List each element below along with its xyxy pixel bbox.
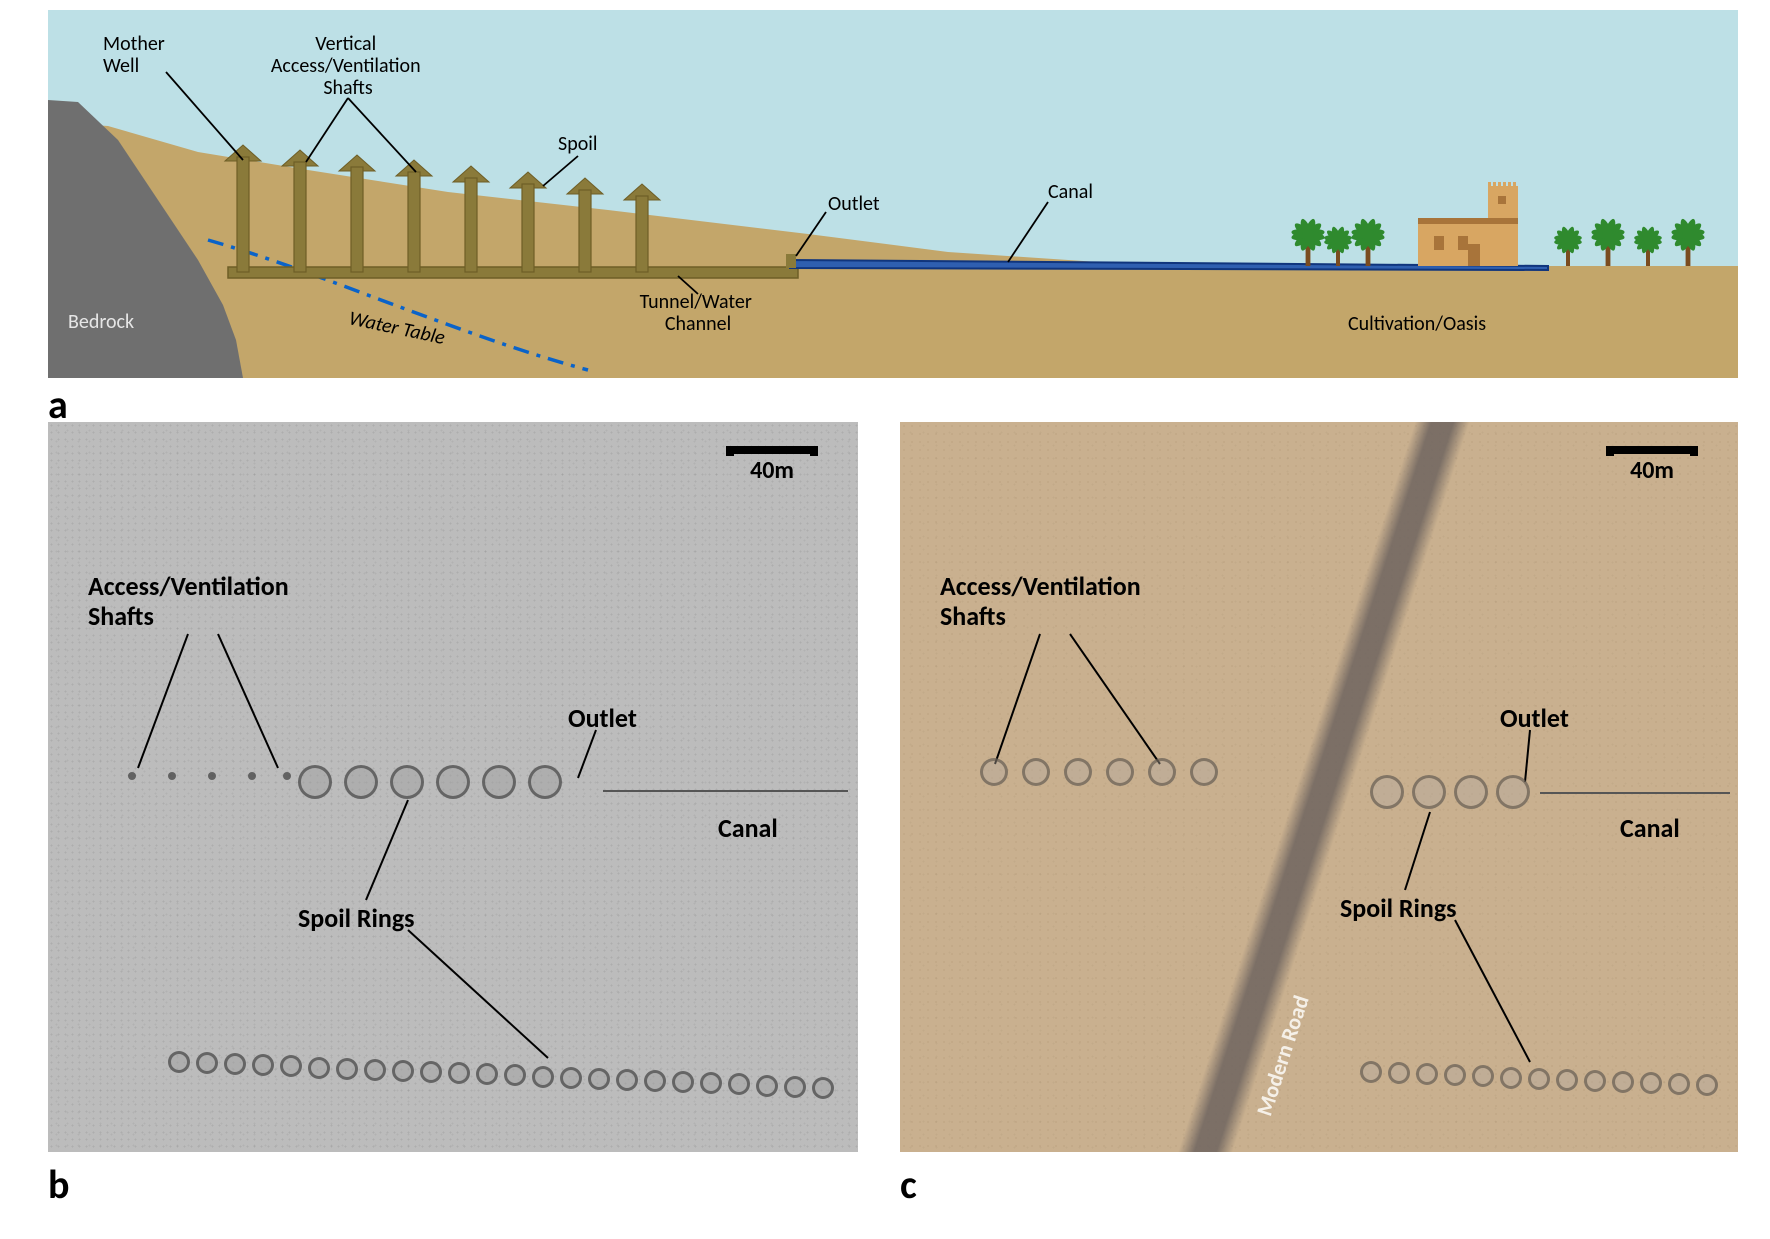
label-bedrock: Bedrock [68, 310, 134, 334]
vertical-shaft [237, 157, 249, 272]
panel-c-letter: c [900, 1160, 917, 1209]
leader [1405, 812, 1430, 890]
spoil-ring [392, 1060, 414, 1082]
shaft-dot [283, 772, 291, 780]
spoil-ring [420, 1061, 442, 1083]
t: Well [103, 54, 139, 78]
spoil-ring [1584, 1070, 1606, 1092]
label-oasis: Cultivation/Oasis [1348, 312, 1486, 336]
shaft-dot [248, 772, 256, 780]
spoil-ring [336, 1058, 358, 1080]
outlet-marker [786, 254, 796, 268]
spoil-ring [308, 1057, 330, 1079]
leader [366, 800, 408, 900]
canal-c [1540, 792, 1730, 794]
spoil-ring [560, 1067, 582, 1089]
t: Vertical [315, 32, 376, 56]
spoil-ring [1190, 758, 1218, 786]
panel-c: 40m Access/Ventilation Shafts Outlet Can… [900, 422, 1738, 1182]
leader [995, 634, 1040, 764]
figure-root: MotherWell Vertical Access/Ventilation S… [0, 0, 1770, 1239]
spoil-ring [616, 1069, 638, 1091]
vertical-shaft [465, 178, 477, 272]
spoil-ring [532, 1066, 554, 1088]
t: Mother [103, 32, 165, 56]
leader [1455, 920, 1530, 1062]
spoil-ring [390, 765, 424, 799]
aerial-c: 40m Access/Ventilation Shafts Outlet Can… [900, 422, 1738, 1152]
spoil-ring [1500, 1067, 1522, 1089]
vertical-shaft [351, 167, 363, 272]
spoil-ring [1454, 775, 1488, 809]
vertical-shaft [579, 190, 591, 272]
spoil-ring [784, 1076, 806, 1098]
spoil-ring [196, 1052, 218, 1074]
leader [218, 634, 278, 768]
spoil-ring [298, 765, 332, 799]
t: Tunnel/Water [640, 290, 752, 314]
spoil-ring [588, 1068, 610, 1090]
spoil-ring [344, 765, 378, 799]
spoil-ring [436, 765, 470, 799]
panel-a: MotherWell Vertical Access/Ventilation S… [48, 10, 1738, 378]
spoil-ring [1388, 1062, 1410, 1084]
spoil-ring [1370, 775, 1404, 809]
leader [578, 730, 596, 778]
tunnel [228, 267, 798, 278]
t: Access/Ventilation [271, 54, 421, 78]
panel-b-letter: b [48, 1160, 69, 1209]
leader [408, 930, 548, 1058]
spoil-ring [1064, 758, 1092, 786]
spoil-ring [1360, 1061, 1382, 1083]
leader [1070, 634, 1160, 764]
leader [138, 634, 188, 768]
label-outlet: Outlet [828, 192, 880, 216]
spoil-ring [1412, 775, 1446, 809]
t: Shafts [323, 76, 372, 100]
t: Channel [665, 312, 731, 336]
vertical-shaft [636, 196, 648, 272]
leader [1525, 730, 1530, 782]
spoil-ring [364, 1059, 386, 1081]
spoil-ring [812, 1077, 834, 1099]
shaft-dot [168, 772, 176, 780]
leaders-c [900, 422, 1738, 1152]
aerial-b: 40m Access/Ventilation Shafts Outlet Can… [48, 422, 858, 1152]
spoil-ring [1528, 1068, 1550, 1090]
vertical-shaft [294, 162, 306, 272]
shaft-dot [128, 772, 136, 780]
spoil-ring [672, 1071, 694, 1093]
spoil-ring [756, 1075, 778, 1097]
label-spoil: Spoil [558, 132, 597, 156]
spoil-ring [980, 758, 1008, 786]
spoil-ring [1612, 1071, 1634, 1093]
spoil-ring [168, 1051, 190, 1073]
vertical-shaft [408, 172, 420, 272]
canal-b [603, 790, 848, 792]
spoil-ring [1148, 758, 1176, 786]
spoil-ring [528, 765, 562, 799]
panel-b: 40m Access/Ventilation Shafts Outlet Can… [48, 422, 858, 1182]
vertical-shaft [522, 184, 534, 272]
spoil-ring [1106, 758, 1134, 786]
label-canal: Canal [1048, 180, 1093, 204]
spoil-ring [482, 765, 516, 799]
cross-section-svg: MotherWell Vertical Access/Ventilation S… [48, 10, 1738, 378]
spoil-ring [644, 1070, 666, 1092]
spoil-ring [1556, 1069, 1578, 1091]
shaft-dot [208, 772, 216, 780]
spoil-ring [1022, 758, 1050, 786]
spoil-ring [1496, 775, 1530, 809]
